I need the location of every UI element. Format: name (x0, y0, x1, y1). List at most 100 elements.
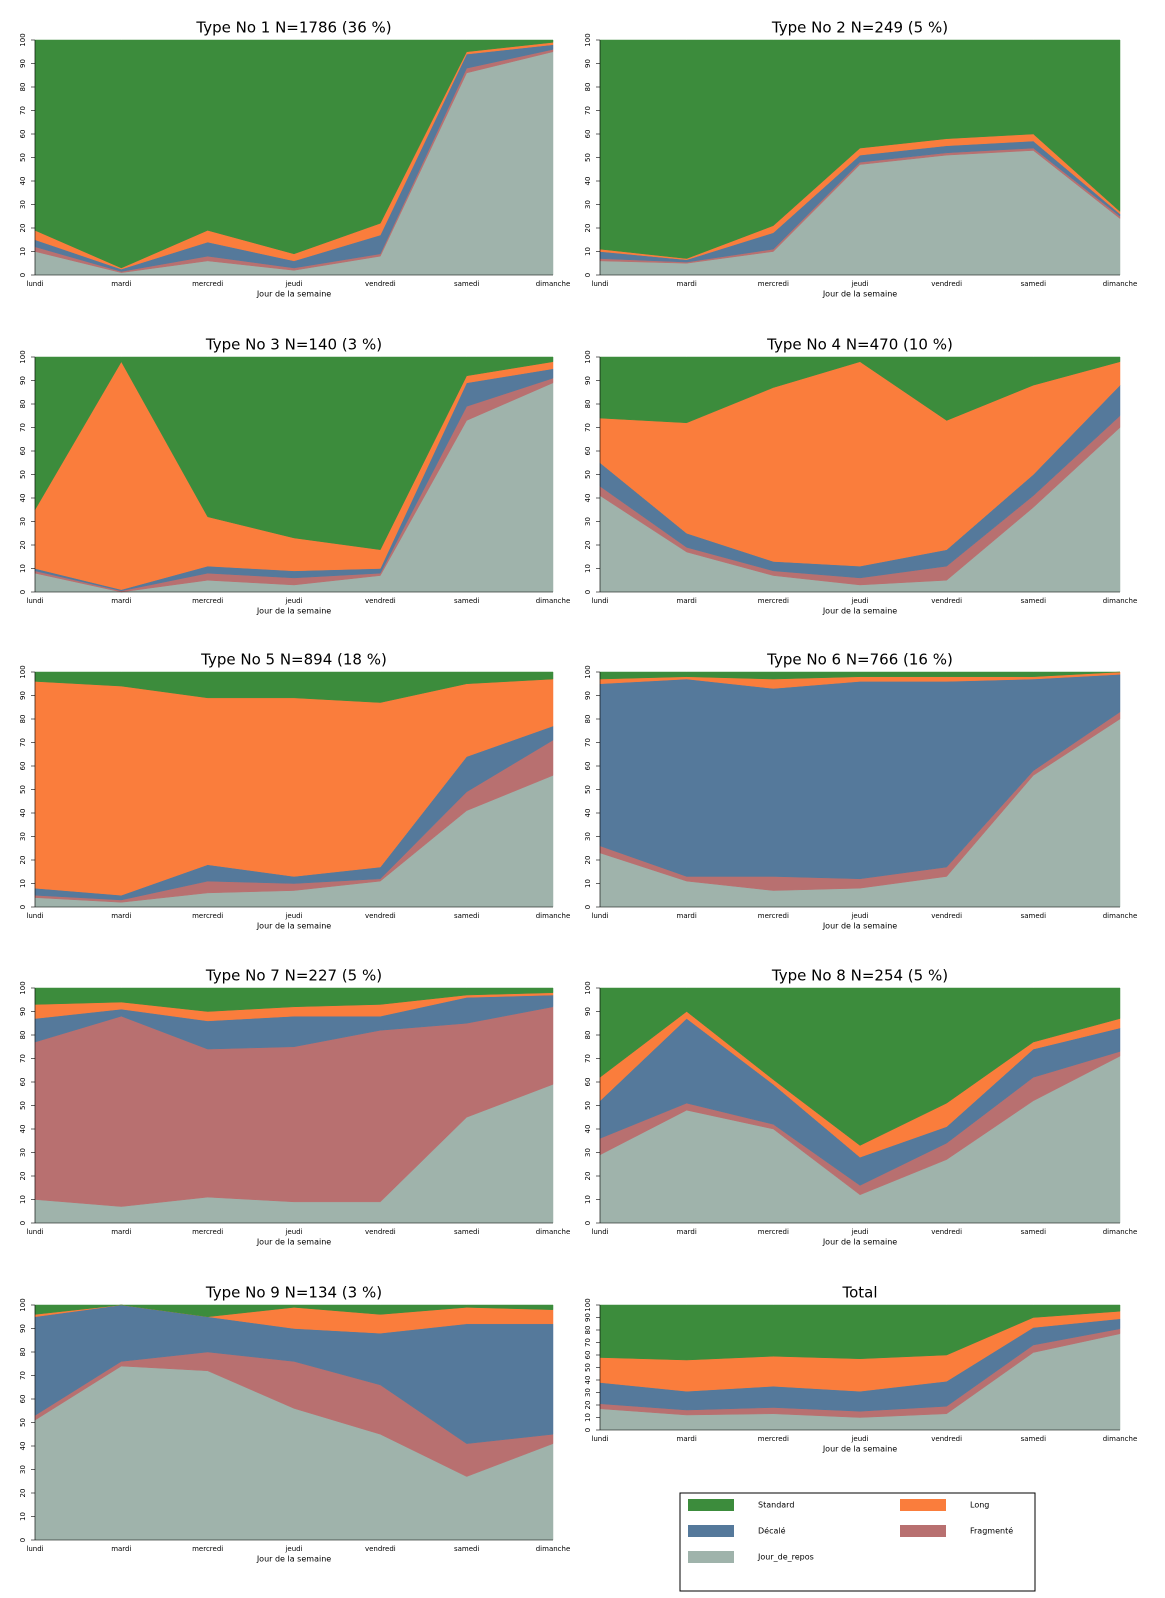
y-tick-label: 40 (584, 809, 592, 818)
x-tick-label: lundi (26, 597, 43, 605)
chart-title: Type No 3 N=140 (3 %) (205, 336, 382, 354)
chart: Type No 7 N=227 (5 %) 0 10 20 30 40 50 60 70 80 90… (19, 967, 570, 1247)
y-tick-label: 0 (584, 1428, 592, 1432)
chart: Total 0 10 20 30 40 50 60 70 80 90 100 lundi mardi mer… (584, 1284, 1137, 1454)
legend-swatch (900, 1499, 946, 1511)
y-tick-label: 30 (584, 200, 592, 209)
y-tick-label: 30 (584, 1148, 592, 1157)
chart-title: Type No 9 N=134 (3 %) (205, 1284, 382, 1302)
y-tick-label: 80 (19, 1348, 27, 1357)
y-tick-label: 20 (19, 1172, 27, 1181)
chart: Type No 1 N=1786 (36 %) 0 10 20 30 40 50 60 70 80… (19, 19, 570, 299)
y-tick-label: 10 (584, 1413, 592, 1422)
y-tick-label: 80 (584, 715, 592, 724)
x-tick-label: samedi (454, 597, 480, 605)
y-tick-label: 40 (19, 177, 27, 186)
area (34, 1304, 554, 1318)
y-tick-label: 10 (19, 879, 27, 888)
chart-title: Type No 1 N=1786 (36 %) (195, 19, 391, 37)
y-tick-label: 50 (19, 153, 27, 162)
x-tick-label: vendredi (365, 1228, 396, 1236)
x-tick-label: mardi (677, 1228, 697, 1236)
x-tick-label: lundi (591, 597, 608, 605)
x-tick-label: dimanche (1103, 280, 1138, 288)
y-tick-label: 40 (584, 1125, 592, 1134)
x-tick-label: mercredi (758, 1228, 789, 1236)
y-tick-label: 20 (584, 1401, 592, 1410)
x-tick-label: dimanche (536, 912, 571, 920)
x-tick-label: vendredi (931, 1435, 962, 1443)
x-tick-label: mercredi (758, 1435, 789, 1443)
x-tick-label: dimanche (1103, 1435, 1138, 1443)
y-tick-label: 100 (19, 1298, 27, 1311)
x-tick-label: dimanche (536, 1228, 571, 1236)
x-tick-label: samedi (454, 1228, 480, 1236)
x-axis-label: Jour de la semaine (822, 922, 897, 931)
x-axis-label: Jour de la semaine (256, 607, 331, 616)
y-tick-label: 10 (584, 564, 592, 573)
y-tick-label: 90 (19, 376, 27, 385)
area (34, 356, 554, 550)
area (34, 987, 554, 1012)
x-tick-label: mercredi (758, 912, 789, 920)
x-tick-label: vendredi (365, 280, 396, 288)
chart: Type No 2 N=249 (5 %) 0 10 20 30 40 50 60 70 80 90… (584, 19, 1137, 299)
x-tick-label: mardi (677, 1435, 697, 1443)
y-tick-label: 90 (19, 1007, 27, 1016)
y-tick-label: 60 (584, 762, 592, 771)
x-tick-label: mardi (111, 280, 131, 288)
y-tick-label: 70 (19, 738, 27, 747)
y-tick-label: 100 (584, 350, 592, 363)
x-tick-label: samedi (454, 912, 480, 920)
x-tick-label: samedi (454, 1545, 480, 1553)
x-tick-label: lundi (26, 1228, 43, 1236)
y-tick-label: 60 (19, 447, 27, 456)
y-tick-label: 40 (19, 494, 27, 503)
y-tick-label: 90 (19, 59, 27, 68)
x-tick-label: jeudi (284, 1545, 302, 1553)
y-tick-label: 50 (19, 1418, 27, 1427)
x-tick-label: vendredi (365, 912, 396, 920)
x-tick-label: lundi (26, 1545, 43, 1553)
legend: Standard Long Décalé Fragmenté Jour_de_repos (679, 1492, 1036, 1592)
y-tick-label: 60 (19, 762, 27, 771)
x-tick-label: dimanche (1103, 1228, 1138, 1236)
x-tick-label: mercredi (758, 280, 789, 288)
y-tick-label: 60 (584, 447, 592, 456)
y-tick-label: 100 (19, 350, 27, 363)
legend-label: Décalé (758, 1526, 786, 1536)
x-tick-label: jeudi (850, 1228, 868, 1236)
x-axis-label: Jour de la semaine (256, 1238, 331, 1247)
x-tick-label: jeudi (850, 597, 868, 605)
y-tick-label: 70 (584, 423, 592, 432)
y-tick-label: 30 (19, 1465, 27, 1474)
y-tick-label: 30 (19, 517, 27, 526)
y-tick-label: 30 (19, 832, 27, 841)
y-tick-label: 0 (584, 1221, 592, 1225)
y-tick-label: 70 (584, 106, 592, 115)
y-tick-label: 0 (19, 590, 27, 594)
x-tick-label: lundi (591, 280, 608, 288)
y-tick-label: 100 (584, 665, 592, 678)
y-tick-label: 50 (584, 1363, 592, 1372)
y-tick-label: 10 (19, 1512, 27, 1521)
legend-label: Jour_de_repos (757, 1553, 814, 1562)
y-tick-label: 90 (584, 376, 592, 385)
y-tick-label: 0 (584, 273, 592, 277)
x-tick-label: jeudi (850, 912, 868, 920)
y-tick-label: 90 (584, 691, 592, 700)
legend-swatch (688, 1499, 734, 1511)
y-tick-label: 0 (19, 905, 27, 909)
chart-title: Type No 4 N=470 (10 %) (766, 336, 953, 354)
y-tick-label: 40 (19, 1442, 27, 1451)
x-axis-label: Jour de la semaine (822, 1238, 897, 1247)
legend-swatch (688, 1525, 734, 1537)
y-tick-label: 60 (584, 130, 592, 139)
y-tick-label: 70 (19, 423, 27, 432)
y-tick-label: 80 (584, 83, 592, 92)
y-tick-label: 10 (584, 879, 592, 888)
x-tick-label: vendredi (365, 597, 396, 605)
y-tick-label: 40 (19, 1125, 27, 1134)
x-tick-label: vendredi (365, 1545, 396, 1553)
chart: Type No 6 N=766 (16 %) 0 10 20 30 40 50 60 70 80 9… (584, 651, 1137, 931)
